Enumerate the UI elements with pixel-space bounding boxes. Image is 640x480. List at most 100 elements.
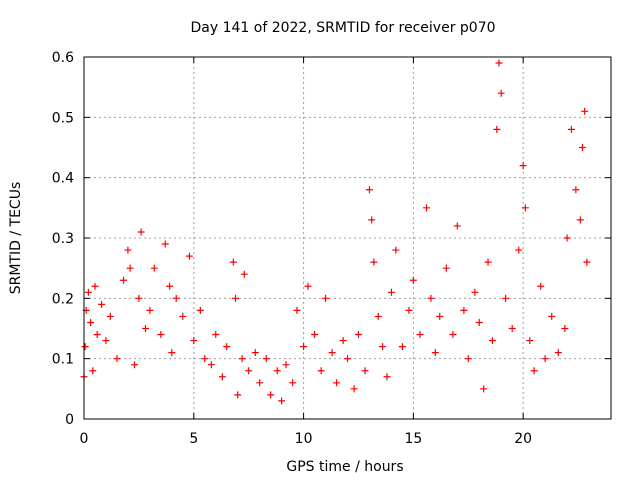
data-point bbox=[212, 331, 220, 339]
chart-title: Day 141 of 2022, SRMTID for receiver p07… bbox=[190, 20, 495, 36]
data-point bbox=[135, 294, 143, 302]
data-point bbox=[185, 252, 193, 260]
data-point bbox=[515, 246, 523, 254]
data-point bbox=[150, 264, 158, 272]
data-point bbox=[131, 361, 139, 369]
x-tick-label: 10 bbox=[295, 431, 313, 447]
data-point bbox=[190, 337, 198, 345]
data-point bbox=[256, 379, 264, 387]
data-point bbox=[262, 355, 270, 363]
data-point bbox=[379, 343, 387, 351]
data-point bbox=[354, 331, 362, 339]
data-point bbox=[398, 343, 406, 351]
data-point bbox=[166, 282, 174, 290]
data-point bbox=[405, 306, 413, 314]
data-point bbox=[98, 300, 106, 308]
data-point bbox=[370, 258, 378, 266]
data-point bbox=[581, 107, 589, 115]
data-point bbox=[383, 373, 391, 381]
data-point bbox=[431, 349, 439, 357]
data-point bbox=[502, 294, 510, 302]
data-point bbox=[273, 367, 281, 375]
data-point bbox=[289, 379, 297, 387]
y-tick-label: 0 bbox=[65, 412, 74, 428]
data-point bbox=[526, 337, 534, 345]
data-point bbox=[317, 367, 325, 375]
data-point bbox=[207, 361, 215, 369]
data-point bbox=[493, 125, 501, 133]
data-point bbox=[322, 294, 330, 302]
data-point bbox=[282, 361, 290, 369]
data-point bbox=[113, 355, 121, 363]
data-point bbox=[300, 343, 308, 351]
data-point bbox=[141, 325, 149, 332]
data-point bbox=[464, 355, 472, 363]
data-point bbox=[460, 306, 468, 314]
data-point bbox=[333, 379, 341, 387]
data-point bbox=[218, 373, 226, 381]
data-point bbox=[311, 331, 319, 339]
data-point bbox=[471, 288, 479, 296]
data-point bbox=[530, 367, 538, 375]
data-point bbox=[120, 276, 128, 284]
data-point bbox=[576, 216, 584, 224]
data-point bbox=[572, 186, 580, 194]
x-axis-label: GPS time / hours bbox=[286, 459, 403, 475]
data-point bbox=[427, 294, 435, 302]
data-point bbox=[563, 234, 571, 242]
data-point bbox=[519, 162, 527, 170]
data-point bbox=[409, 276, 417, 284]
x-tick-label: 15 bbox=[404, 431, 422, 447]
data-point bbox=[423, 204, 431, 212]
data-point bbox=[238, 355, 246, 363]
y-tick-label: 0.2 bbox=[52, 291, 74, 307]
data-point bbox=[172, 294, 180, 302]
data-point bbox=[223, 343, 231, 351]
data-point bbox=[229, 258, 237, 266]
data-point bbox=[449, 331, 457, 339]
data-point bbox=[102, 337, 110, 345]
data-point bbox=[561, 325, 569, 332]
data-point bbox=[365, 186, 373, 194]
data-point bbox=[350, 385, 358, 393]
data-point bbox=[161, 240, 169, 248]
x-tick-label: 0 bbox=[80, 431, 89, 447]
y-tick-label: 0.5 bbox=[52, 110, 74, 126]
data-point bbox=[196, 306, 204, 314]
data-point bbox=[251, 349, 259, 357]
data-point bbox=[179, 312, 187, 320]
data-point bbox=[368, 216, 376, 224]
data-point bbox=[497, 89, 505, 97]
data-point bbox=[137, 228, 145, 236]
data-point bbox=[442, 264, 450, 272]
data-point bbox=[81, 343, 89, 351]
data-point bbox=[344, 355, 351, 363]
grid-layer bbox=[84, 57, 611, 419]
data-point bbox=[480, 385, 488, 393]
data-point bbox=[508, 325, 516, 332]
data-point bbox=[267, 391, 275, 399]
data-point bbox=[475, 318, 483, 326]
y-tick-label: 0.3 bbox=[52, 231, 74, 247]
y-axis-label: SRMTID / TECUs bbox=[8, 182, 24, 295]
data-point bbox=[521, 204, 529, 212]
data-point bbox=[495, 59, 503, 67]
data-point bbox=[567, 125, 575, 133]
data-point bbox=[583, 258, 591, 266]
data-point bbox=[537, 282, 545, 290]
data-point bbox=[91, 282, 99, 290]
data-point bbox=[293, 306, 301, 314]
data-point bbox=[304, 282, 312, 290]
data-point bbox=[578, 144, 586, 151]
data-point bbox=[93, 331, 101, 339]
data-point bbox=[240, 270, 248, 278]
data-point bbox=[392, 246, 400, 254]
data-point bbox=[157, 331, 165, 339]
data-point bbox=[416, 331, 424, 339]
x-tick-label: 20 bbox=[514, 431, 532, 447]
data-point bbox=[245, 367, 253, 375]
y-tick-label: 0.1 bbox=[52, 352, 74, 368]
data-point bbox=[168, 349, 176, 357]
data-point bbox=[488, 337, 496, 345]
